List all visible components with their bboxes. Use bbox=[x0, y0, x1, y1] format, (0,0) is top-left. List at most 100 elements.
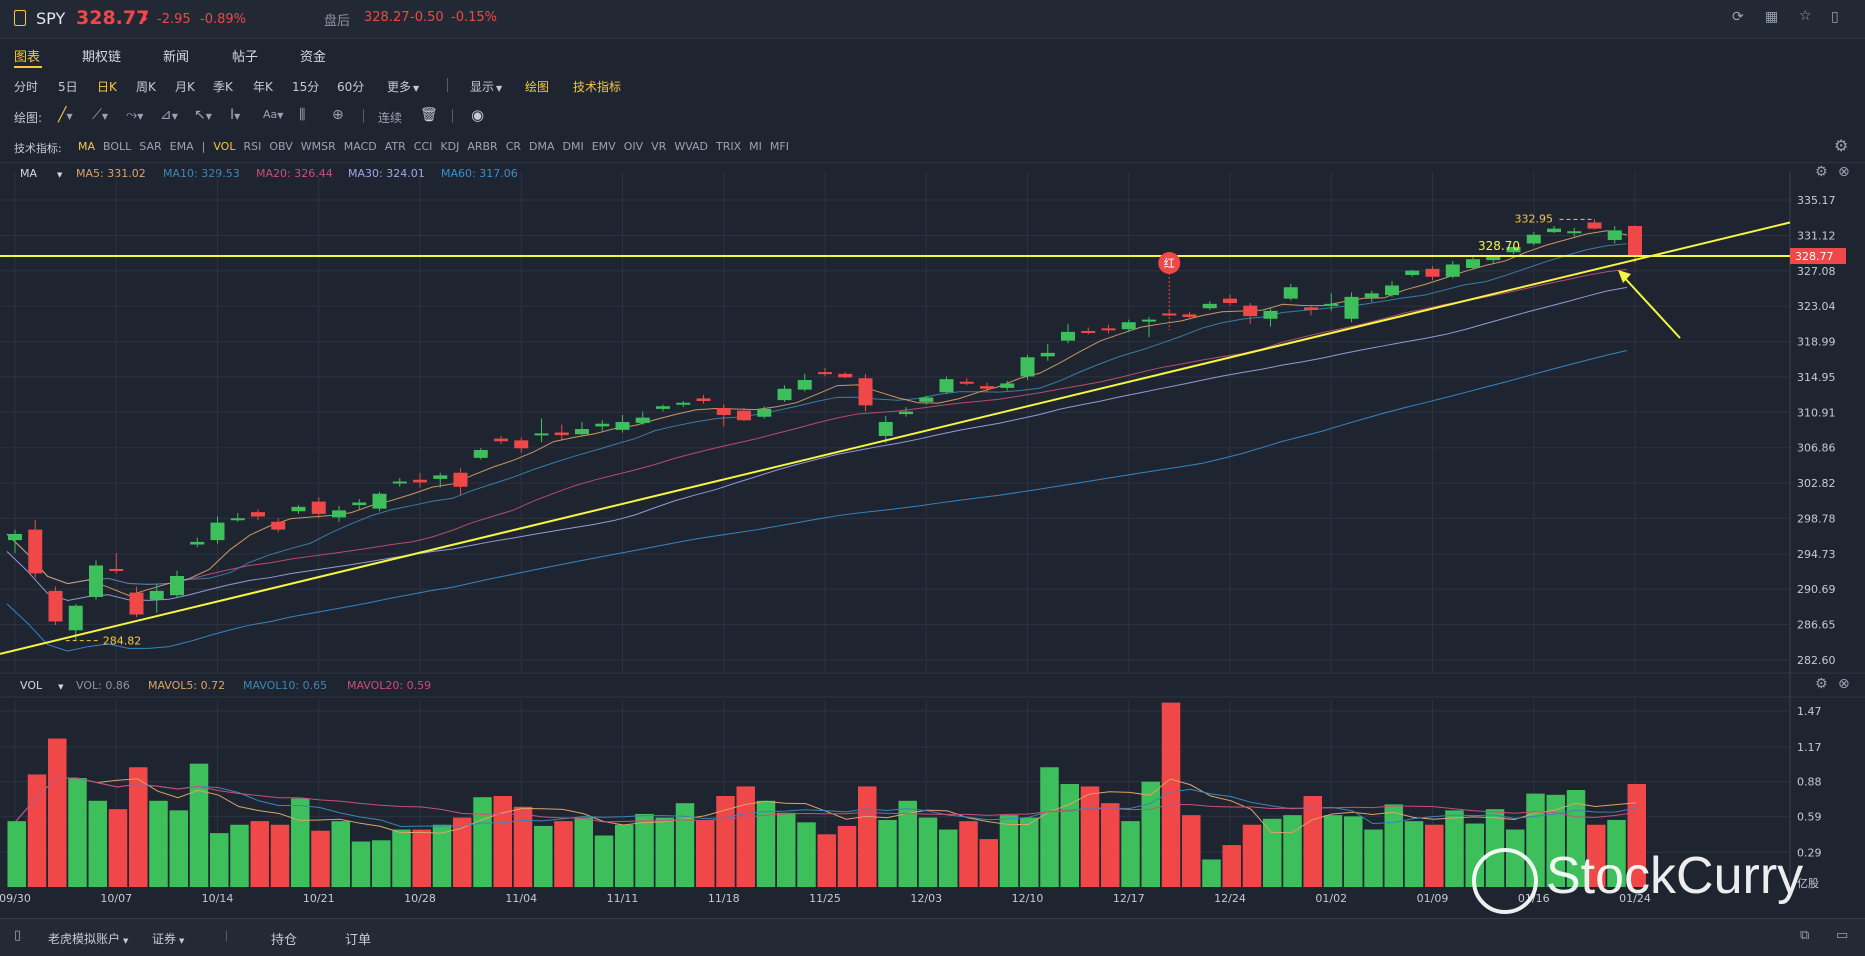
candle bbox=[1283, 287, 1298, 299]
volume-bar bbox=[1323, 815, 1343, 887]
fib-tool-icon[interactable]: ⊿▼ bbox=[160, 107, 178, 123]
candle bbox=[433, 475, 448, 479]
gear-icon[interactable]: ⚙ bbox=[1815, 676, 1828, 692]
indicator-atr[interactable]: ATR bbox=[384, 140, 406, 153]
draw-toolbar-label: 绘图: bbox=[14, 111, 43, 125]
indicator-ema[interactable]: EMA bbox=[169, 140, 194, 153]
ma-selector[interactable]: MA ▼ bbox=[20, 167, 62, 180]
volume-bar bbox=[756, 800, 776, 887]
indicator-vr[interactable]: VR bbox=[651, 140, 667, 153]
candle bbox=[575, 428, 589, 435]
period-5d[interactable]: 5日 bbox=[58, 80, 78, 94]
period-quarterly[interactable]: 季K bbox=[213, 80, 233, 94]
arrow-head bbox=[1618, 270, 1631, 283]
panel-icon[interactable]: ▯ bbox=[1831, 9, 1839, 25]
draw-button[interactable]: 绘图 bbox=[525, 80, 550, 94]
indicator-cci[interactable]: CCI bbox=[413, 140, 433, 153]
symbol-icon[interactable] bbox=[14, 10, 26, 26]
font-tool-icon[interactable]: Aa▼ bbox=[263, 108, 284, 121]
indicator-obv[interactable]: OBV bbox=[269, 140, 293, 153]
period-monthly[interactable]: 月K bbox=[175, 80, 195, 94]
channel-tool-icon[interactable]: ⤳▼ bbox=[126, 107, 144, 123]
indicator-sar[interactable]: SAR bbox=[139, 140, 162, 153]
line-tool-icon[interactable]: ╱▼ bbox=[58, 107, 73, 123]
indicator-wmsr[interactable]: WMSR bbox=[300, 140, 336, 153]
after-hours-label: 盘后 bbox=[324, 14, 351, 29]
indicator-kdj[interactable]: KDJ bbox=[440, 140, 460, 153]
indicators-button[interactable]: 技术指标 bbox=[573, 80, 622, 94]
close-icon[interactable]: ⊗ bbox=[1838, 164, 1850, 180]
sidebar-toggle-icon[interactable]: ▯ bbox=[14, 928, 22, 943]
indicator-ma[interactable]: MA bbox=[78, 140, 96, 153]
positions-tab[interactable]: 持仓 bbox=[271, 933, 298, 948]
period-weekly[interactable]: 周K bbox=[136, 80, 156, 94]
price-chart[interactable]: 328.77 335.17 331.12 327.08 323.04 318.99 314.… bbox=[0, 0, 1865, 918]
indicator-boll[interactable]: BOLL bbox=[103, 140, 132, 153]
eye-icon[interactable]: ◉ bbox=[471, 106, 485, 124]
ma10-line bbox=[6, 243, 1628, 585]
display-label: 显示 bbox=[470, 80, 495, 94]
arrow-tool-icon[interactable]: ↖▼ bbox=[194, 107, 212, 123]
candle bbox=[1061, 331, 1075, 341]
vol-selector[interactable]: VOL ▼ bbox=[20, 679, 64, 692]
volume-bar bbox=[554, 821, 573, 887]
indicator-arbr[interactable]: ARBR bbox=[467, 140, 498, 153]
indicator-rsi[interactable]: RSI bbox=[243, 140, 262, 153]
period-daily[interactable]: 日K bbox=[97, 80, 117, 94]
volume-bar bbox=[1141, 781, 1160, 887]
candle bbox=[1223, 298, 1237, 303]
ray-tool-icon[interactable]: ⟋▼ bbox=[92, 107, 108, 123]
indicator-cr[interactable]: CR bbox=[505, 140, 522, 153]
volume-bar bbox=[858, 786, 877, 887]
period-60min[interactable]: 60分 bbox=[337, 80, 365, 94]
orders-tab[interactable]: 订单 bbox=[345, 933, 372, 948]
period-intraday[interactable]: 分时 bbox=[14, 80, 39, 94]
indicator-wvad[interactable]: WVAD bbox=[674, 140, 709, 153]
tab-news[interactable]: 新闻 bbox=[163, 50, 190, 65]
refresh-icon[interactable]: ⟳ bbox=[1732, 9, 1744, 25]
indicator-dma[interactable]: DMA bbox=[529, 140, 555, 153]
gear-icon[interactable]: ⚙ bbox=[1815, 164, 1828, 180]
candle bbox=[149, 590, 164, 600]
measure-tool-icon[interactable]: ⫼ bbox=[299, 107, 306, 123]
close-icon[interactable]: ⊗ bbox=[1838, 676, 1850, 692]
grid-icon[interactable]: ▦ bbox=[1765, 9, 1779, 25]
gear-icon[interactable]: ⚙ bbox=[1834, 136, 1849, 155]
date-axis-label: 11/11 bbox=[607, 892, 639, 905]
volume-bar bbox=[1242, 824, 1262, 887]
tab-chart[interactable]: 图表 bbox=[14, 50, 41, 65]
trash-icon[interactable]: 🗑 bbox=[420, 107, 438, 123]
indicator-vol[interactable]: VOL bbox=[213, 140, 236, 153]
indicator-macd[interactable]: MACD bbox=[343, 140, 377, 153]
volume-bar bbox=[1161, 702, 1181, 887]
tab-posts[interactable]: 帖子 bbox=[232, 50, 259, 65]
volume-bar bbox=[1040, 767, 1059, 887]
ma30-legend: MA30: 324.01 bbox=[348, 167, 425, 180]
continuous-toggle[interactable]: 连续 bbox=[378, 111, 403, 125]
period-yearly[interactable]: 年K bbox=[253, 80, 273, 94]
account-type-dropdown[interactable]: 证券 ▼ bbox=[152, 930, 184, 947]
price-axis-label: 298.78 bbox=[1797, 512, 1836, 525]
star-icon[interactable]: ☆ bbox=[1799, 8, 1812, 24]
layout-icon[interactable]: ▭ bbox=[1836, 928, 1849, 943]
ma20-line bbox=[6, 268, 1628, 585]
caret-down-icon: ▼ bbox=[496, 84, 503, 93]
indicator-mi[interactable]: MI bbox=[749, 140, 762, 153]
display-dropdown[interactable]: 显示 ▼ bbox=[470, 78, 502, 95]
indicator-emv[interactable]: EMV bbox=[591, 140, 616, 153]
more-dropdown[interactable]: 更多 ▼ bbox=[387, 78, 419, 95]
indicator-trix[interactable]: TRIX bbox=[716, 140, 742, 153]
indicator-oiv[interactable]: OIV bbox=[623, 140, 644, 153]
tab-funds[interactable]: 资金 bbox=[300, 50, 327, 65]
volume-bar bbox=[48, 738, 67, 887]
zoom-icon[interactable]: ⊕ bbox=[332, 107, 344, 123]
window-icon[interactable]: ⧉ bbox=[1800, 928, 1810, 943]
date-axis-label: 12/10 bbox=[1012, 892, 1044, 905]
period-15min[interactable]: 15分 bbox=[292, 80, 320, 94]
tab-options[interactable]: 期权链 bbox=[82, 50, 122, 65]
text-tool-icon[interactable]: Ⅰ▼ bbox=[230, 107, 241, 123]
account-dropdown[interactable]: 老虎模拟账户 ▼ bbox=[48, 930, 128, 947]
candle bbox=[534, 433, 549, 436]
indicator-dmi[interactable]: DMI bbox=[562, 140, 584, 153]
indicator-mfi[interactable]: MFI bbox=[769, 140, 789, 153]
